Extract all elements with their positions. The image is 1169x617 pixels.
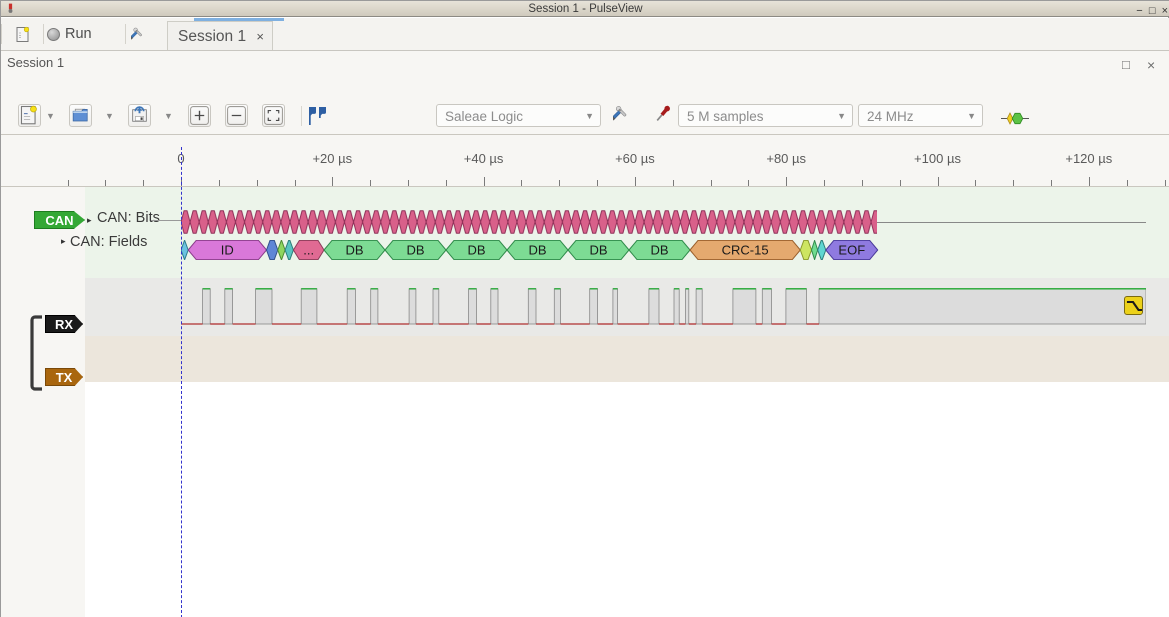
svg-text:ID: ID xyxy=(221,243,234,258)
svg-text:DB: DB xyxy=(650,243,668,258)
svg-text:CRC-15: CRC-15 xyxy=(722,243,769,258)
svg-text:DB: DB xyxy=(345,243,363,258)
svg-text:...: ... xyxy=(303,243,314,258)
svg-text:DB: DB xyxy=(589,243,607,258)
svg-text:EOF: EOF xyxy=(838,243,865,258)
svg-text:DB: DB xyxy=(467,243,485,258)
svg-text:DB: DB xyxy=(528,243,546,258)
svg-text:DB: DB xyxy=(406,243,424,258)
